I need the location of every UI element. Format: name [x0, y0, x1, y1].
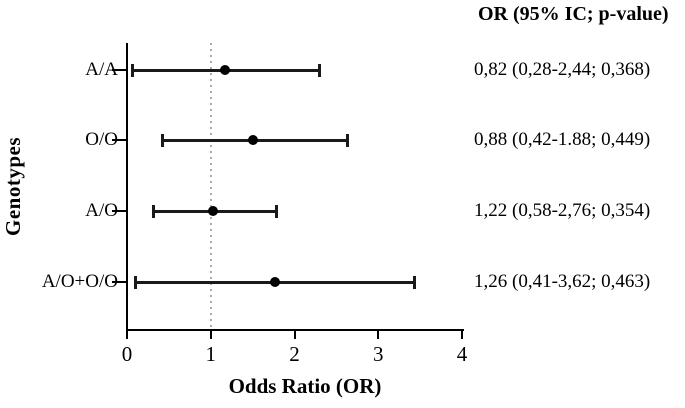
y-tick-1 — [112, 139, 127, 141]
x-tick-label: 4 — [456, 342, 468, 366]
category-label: A/O — [85, 200, 118, 221]
ci-cap-high — [346, 133, 350, 147]
row-annotation: 0,82 (0,28-2,44; 0,368) — [474, 59, 651, 80]
category-label: A/A — [85, 59, 118, 80]
or-point — [208, 206, 219, 216]
row-annotation: 1,26 (0,41-3,62; 0,463) — [474, 271, 651, 292]
ci-cap-high — [274, 204, 278, 218]
ci-cap-low — [131, 63, 135, 77]
ci-cap-low — [161, 133, 165, 147]
x-axis-title: Odds Ratio (OR) — [228, 374, 382, 398]
x-tick-label: 0 — [121, 342, 133, 366]
row-annotation: 0,88 (0,42-1.88; 0,449) — [474, 129, 651, 150]
x-tick-label: 1 — [205, 342, 217, 366]
ci-cap-high — [413, 275, 417, 289]
x-tick-3 — [377, 330, 380, 339]
row-annotation: 1,22 (0,58-2,76; 0,354) — [474, 200, 651, 221]
x-tick-1 — [209, 330, 212, 339]
y-tick-2 — [112, 210, 127, 212]
x-tick-label: 2 — [289, 342, 300, 366]
x-tick-label: 3 — [373, 342, 384, 366]
or-point — [270, 277, 281, 287]
category-label: O/O — [85, 129, 118, 150]
x-tick-2 — [293, 330, 296, 339]
x-tick-4 — [461, 330, 463, 339]
column-header: OR (95% IC; p-value) — [478, 3, 669, 25]
reference-line-or1 — [210, 43, 212, 330]
y-tick-3 — [112, 281, 127, 283]
or-point — [219, 65, 230, 75]
ci-cap-high — [318, 63, 322, 77]
or-point — [248, 135, 259, 145]
ci-cap-low — [134, 275, 138, 289]
ci-cap-low — [151, 204, 155, 218]
y-tick-0 — [112, 69, 127, 71]
y-axis-line — [126, 43, 128, 331]
x-tick-0 — [126, 330, 128, 339]
category-label: A/O+O/O — [41, 271, 118, 292]
